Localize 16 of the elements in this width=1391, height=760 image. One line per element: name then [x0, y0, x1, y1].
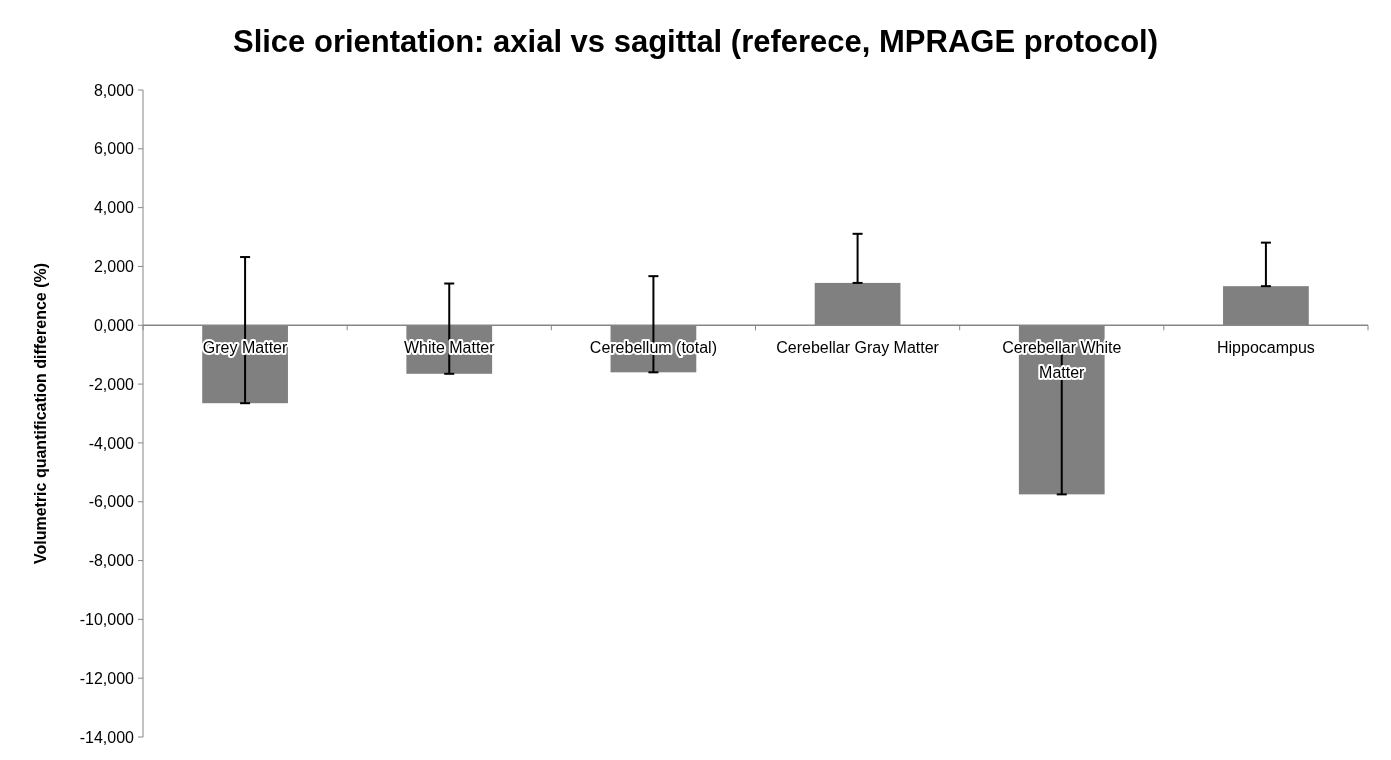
- x-tick-label: Cerebellar Gray Matter: [776, 339, 940, 357]
- y-tick-label: -8,000: [88, 552, 135, 570]
- y-tick-label: 8,000: [93, 81, 135, 99]
- y-tick-label: -12,000: [79, 669, 135, 687]
- y-tick-label: 6,000: [93, 140, 135, 158]
- y-tick-label: 2,000: [93, 258, 135, 276]
- y-tick-label: -10,000: [79, 610, 135, 628]
- y-axis-title: Volumetric quantification difference (%): [32, 262, 49, 565]
- y-tick-label: 0,000: [93, 316, 135, 334]
- chart-title: Slice orientation: axial vs sagittal (referece, MPRAGE protocol): [232, 24, 1159, 59]
- y-tick-label: -4,000: [88, 434, 135, 452]
- y-tick-label: -6,000: [88, 493, 135, 511]
- x-tick-label: Hippocampus: [1217, 339, 1315, 357]
- y-tick-label: -14,000: [79, 728, 135, 746]
- y-tick-label: -2,000: [88, 375, 135, 393]
- y-tick-label: 4,000: [93, 199, 135, 217]
